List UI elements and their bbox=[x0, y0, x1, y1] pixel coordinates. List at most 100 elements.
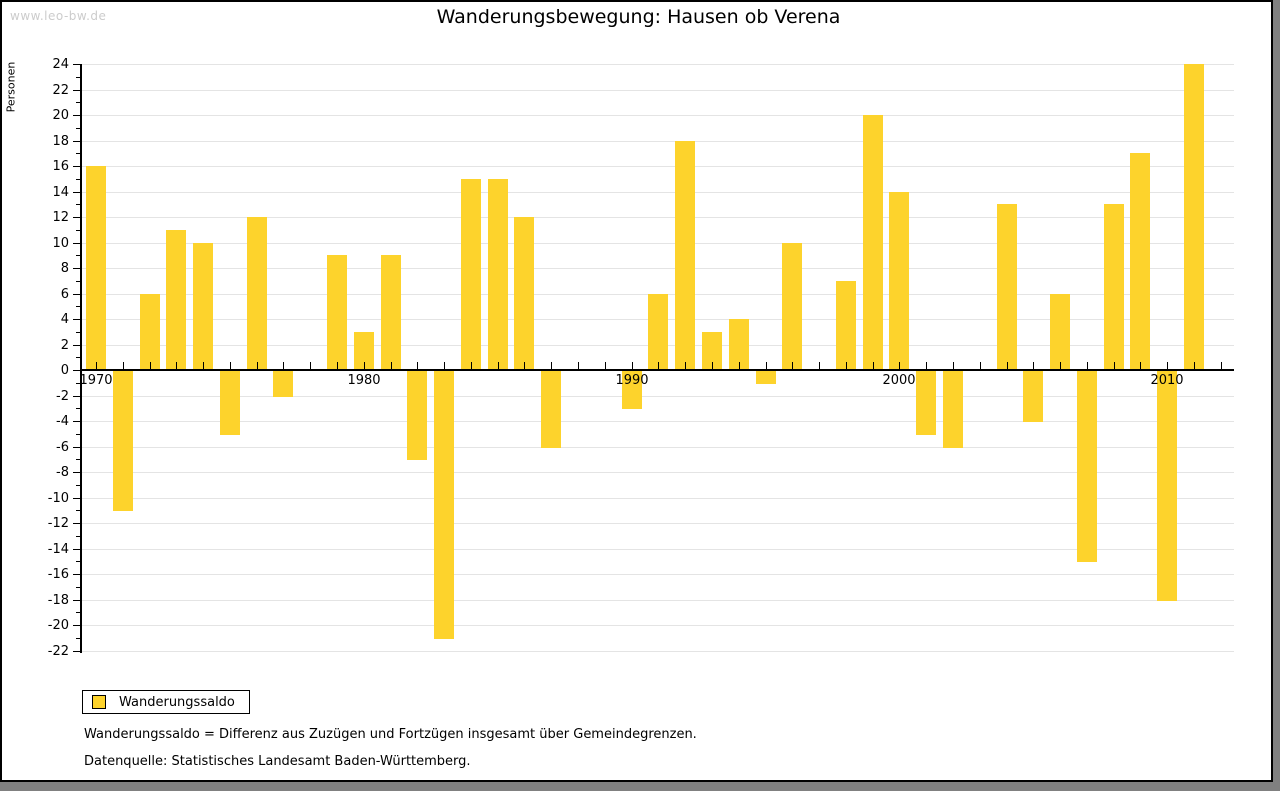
bar-2001 bbox=[916, 371, 936, 435]
x-axis-tick bbox=[926, 362, 927, 369]
y-axis-tick-label: -8 bbox=[56, 465, 69, 480]
bar-2011 bbox=[1184, 64, 1204, 370]
y-axis-tick-label: 6 bbox=[60, 287, 69, 302]
gridline bbox=[82, 651, 1234, 652]
y-axis-tick-label: -6 bbox=[56, 440, 69, 455]
legend-swatch-icon bbox=[92, 695, 106, 709]
x-axis-tick bbox=[471, 362, 472, 369]
y-axis-tick-label: 14 bbox=[52, 185, 69, 200]
gridline bbox=[82, 90, 1234, 91]
y-axis-tick bbox=[76, 102, 80, 103]
x-axis-tick bbox=[524, 362, 525, 369]
x-axis-tick bbox=[739, 362, 740, 369]
bar-1990 bbox=[622, 371, 642, 409]
y-axis-tick bbox=[76, 485, 80, 486]
gridline bbox=[82, 243, 1234, 244]
y-axis-tick-label: 10 bbox=[52, 236, 69, 251]
y-axis-tick bbox=[76, 408, 80, 409]
y-axis-tick bbox=[76, 510, 80, 511]
bar-1975 bbox=[220, 371, 240, 435]
x-axis-tick bbox=[310, 362, 311, 369]
y-axis-tick-label: 20 bbox=[52, 108, 69, 123]
y-axis-tick bbox=[76, 561, 80, 562]
x-axis-tick bbox=[980, 362, 981, 369]
y-axis-tick bbox=[76, 612, 80, 613]
y-axis-tick bbox=[73, 294, 80, 295]
bar-1971 bbox=[113, 371, 133, 511]
footnote-definition: Wanderungssaldo = Differenz aus Zuzügen … bbox=[84, 727, 697, 742]
x-axis-tick bbox=[337, 362, 338, 369]
x-axis-tick bbox=[1140, 362, 1141, 369]
bar-1970 bbox=[86, 166, 106, 370]
y-axis-tick-label: 16 bbox=[52, 159, 69, 174]
x-axis-tick bbox=[1221, 362, 1222, 369]
y-axis-tick bbox=[73, 625, 80, 626]
x-axis-tick bbox=[819, 362, 820, 369]
y-axis-tick-label: -2 bbox=[56, 389, 69, 404]
y-axis-tick bbox=[73, 115, 80, 116]
x-axis-tick bbox=[578, 362, 579, 369]
bar-1972 bbox=[140, 294, 160, 371]
bar-1981 bbox=[381, 255, 401, 370]
y-axis-tick bbox=[73, 421, 80, 422]
x-axis-tick bbox=[712, 362, 713, 369]
y-axis-tick bbox=[76, 128, 80, 129]
x-axis-tick bbox=[364, 362, 365, 369]
x-axis-tick bbox=[257, 362, 258, 369]
y-axis-tick bbox=[73, 549, 80, 550]
y-axis-tick-label: 8 bbox=[60, 261, 69, 276]
chart-title: Wanderungsbewegung: Hausen ob Verena bbox=[436, 6, 841, 28]
y-axis-tick bbox=[73, 523, 80, 524]
bar-1980 bbox=[354, 332, 374, 370]
x-axis-tick bbox=[1033, 362, 1034, 369]
bar-2002 bbox=[943, 371, 963, 448]
y-axis-tick bbox=[73, 319, 80, 320]
x-axis-tick bbox=[685, 362, 686, 369]
x-axis-tick bbox=[417, 362, 418, 369]
bar-1983 bbox=[434, 371, 454, 639]
y-axis-tick-label: 4 bbox=[60, 312, 69, 327]
x-axis-tick bbox=[150, 362, 151, 369]
x-axis-tick-label: 1970 bbox=[79, 373, 113, 388]
x-axis-tick bbox=[846, 362, 847, 369]
bar-1977 bbox=[273, 371, 293, 397]
x-axis-tick bbox=[230, 362, 231, 369]
gridline bbox=[82, 498, 1234, 499]
legend-label: Wanderungssaldo bbox=[119, 694, 235, 710]
bar-1986 bbox=[514, 217, 534, 370]
y-axis-tick bbox=[76, 230, 80, 231]
bar-1985 bbox=[488, 179, 508, 370]
x-axis-tick bbox=[953, 362, 954, 369]
y-axis-tick bbox=[73, 64, 80, 65]
gridline bbox=[82, 268, 1234, 269]
bar-1993 bbox=[702, 332, 722, 370]
x-axis-tick bbox=[444, 362, 445, 369]
y-axis-tick bbox=[73, 243, 80, 244]
bar-2006 bbox=[1050, 294, 1070, 371]
y-axis-line bbox=[80, 64, 82, 653]
x-axis-tick bbox=[283, 362, 284, 369]
gridline bbox=[82, 396, 1234, 397]
y-axis-tick bbox=[73, 396, 80, 397]
bar-1974 bbox=[193, 243, 213, 371]
bar-2008 bbox=[1104, 204, 1124, 370]
x-axis-tick bbox=[123, 362, 124, 369]
y-axis-tick bbox=[73, 447, 80, 448]
x-axis-tick bbox=[1114, 362, 1115, 369]
y-axis-tick-label: -22 bbox=[47, 644, 69, 659]
y-axis-tick bbox=[73, 345, 80, 346]
y-axis-tick bbox=[73, 472, 80, 473]
y-axis-tick-label: -18 bbox=[47, 593, 69, 608]
y-axis-tick bbox=[73, 90, 80, 91]
x-axis-tick bbox=[176, 362, 177, 369]
x-axis-tick bbox=[899, 362, 900, 369]
bar-1992 bbox=[675, 141, 695, 371]
gridline bbox=[82, 600, 1234, 601]
x-axis-tick bbox=[632, 362, 633, 369]
y-axis-tick bbox=[73, 651, 80, 652]
bar-2009 bbox=[1130, 153, 1150, 370]
x-axis-tick-label: 1990 bbox=[615, 373, 649, 388]
y-axis-tick bbox=[76, 383, 80, 384]
y-axis-tick bbox=[73, 370, 80, 371]
bar-1996 bbox=[782, 243, 802, 371]
